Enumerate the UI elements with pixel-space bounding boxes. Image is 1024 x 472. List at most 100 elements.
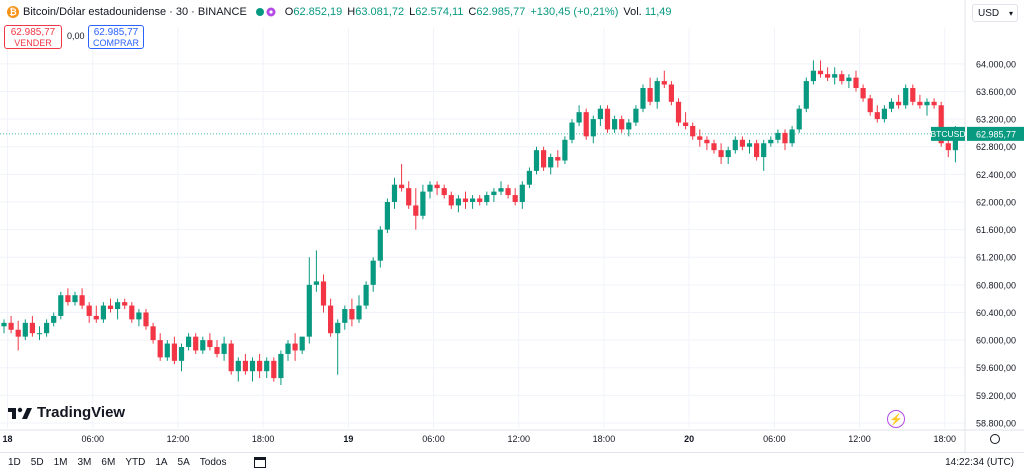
candle-body (200, 340, 206, 351)
candle-body (377, 229, 383, 261)
symbol-title[interactable]: Bitcoin/Dólar estadounidense · 30 · BINA… (23, 6, 247, 18)
candle-body (221, 343, 227, 354)
spread-value: 0,00 (67, 31, 85, 41)
candle-body (242, 360, 248, 372)
high-label: H (347, 6, 356, 18)
currency-button[interactable]: USD ▾ (972, 4, 1018, 22)
open-value: 62.852,19 (293, 6, 343, 18)
candle-body (271, 360, 277, 379)
candle-body (406, 188, 412, 206)
timeframe-1d[interactable]: 1D (8, 457, 21, 468)
sell-label: VENDER (14, 38, 52, 48)
candle-body (718, 150, 724, 158)
clock-readout[interactable]: 14:22:34 (UTC) (945, 457, 1014, 468)
y-tick-label: 62.400,00 (976, 170, 1016, 180)
candle-body (633, 108, 639, 123)
x-tick-label: 19 (343, 434, 353, 444)
volume-value: 11,49 (644, 6, 672, 18)
candle-body (370, 260, 376, 285)
candle-body (789, 129, 795, 144)
timeframe-1a[interactable]: 1A (155, 457, 168, 468)
candle-body (541, 150, 547, 168)
y-tick-label: 62.000,00 (976, 197, 1016, 207)
tradingview-logo-icon (8, 407, 32, 419)
settings-icon[interactable] (990, 434, 1000, 444)
y-tick-label: 61.200,00 (976, 253, 1016, 263)
candle-body (136, 312, 142, 320)
y-tick-label: 63.600,00 (976, 87, 1016, 97)
candle-body (164, 343, 170, 358)
symbol-badge (931, 126, 965, 141)
x-tick-label: 12:00 (167, 434, 190, 444)
buy-button[interactable]: 62.985,77 COMPRAR (88, 25, 144, 49)
candle-body (661, 81, 667, 85)
x-tick-label: 18:00 (933, 434, 956, 444)
candle-body (867, 98, 873, 113)
candle-body (79, 295, 85, 306)
candle-body (590, 119, 596, 137)
candle-body (569, 122, 575, 140)
sell-button[interactable]: 62.985,77 VENDER (4, 25, 62, 49)
candle-body (888, 101, 895, 109)
candle-body (505, 188, 511, 196)
candle-body (761, 143, 767, 158)
candle-body (434, 184, 440, 189)
bitcoin-icon: ₿ (7, 6, 19, 18)
last-price-label: 62.985,77 (976, 129, 1016, 139)
x-tick-label: 20 (684, 434, 694, 444)
x-tick-label: 06:00 (422, 434, 445, 444)
timeframe-5a[interactable]: 5A (177, 457, 190, 468)
candle-body (399, 184, 405, 189)
candle-body (498, 188, 504, 192)
candle-body (157, 340, 163, 358)
x-tick-label: 18:00 (593, 434, 616, 444)
candle-body (519, 184, 525, 202)
candle-body (746, 143, 753, 147)
indicator-visibility-icon[interactable] (255, 6, 277, 18)
eye-icon[interactable] (255, 6, 277, 18)
candle-body (356, 305, 362, 320)
calendar-icon[interactable] (254, 457, 267, 468)
candle-body (299, 336, 305, 351)
timeframe-todos[interactable]: Todos (199, 457, 227, 468)
candle-body (654, 81, 660, 102)
candle-body (803, 81, 809, 109)
candle-body (150, 326, 156, 341)
candle-body (768, 139, 774, 144)
x-tick-label: 12:00 (507, 434, 530, 444)
candle-body (846, 77, 852, 82)
candle-body (100, 305, 106, 320)
low-value: 62.574,11 (415, 6, 464, 18)
chevron-down-icon: ▾ (1008, 9, 1013, 18)
tradingview-logo[interactable]: TradingView (8, 404, 125, 421)
candle-body (931, 101, 937, 106)
candle-body (335, 322, 341, 334)
candle-body (526, 170, 532, 185)
x-tick-label: 06:00 (763, 434, 786, 444)
candle-body (533, 150, 540, 171)
candle-body (775, 132, 781, 140)
candle-body (683, 122, 689, 126)
timeframe-6m[interactable]: 6M (101, 457, 116, 468)
low-label: L (409, 6, 416, 18)
candle-body (58, 295, 64, 316)
candle-body (484, 195, 490, 202)
candle-body (512, 195, 518, 202)
candle-body (917, 101, 923, 106)
sell-price: 62.985,77 (10, 27, 56, 38)
timeframe-5d[interactable]: 5D (30, 457, 44, 468)
x-tick-label: 12:00 (848, 434, 871, 444)
candle-body (597, 108, 603, 120)
timeframe-1m[interactable]: 1M (53, 457, 68, 468)
timeframe-3m[interactable]: 3M (77, 457, 92, 468)
candle-body (952, 133, 958, 151)
candle-body (938, 105, 944, 144)
timeframe-ytd[interactable]: YTD (125, 457, 146, 468)
candle-body (186, 336, 192, 348)
candle-body (782, 132, 788, 144)
candle-body (143, 312, 149, 327)
candle-body (1, 322, 7, 327)
lightning-icon[interactable]: ⚡ (887, 410, 905, 428)
